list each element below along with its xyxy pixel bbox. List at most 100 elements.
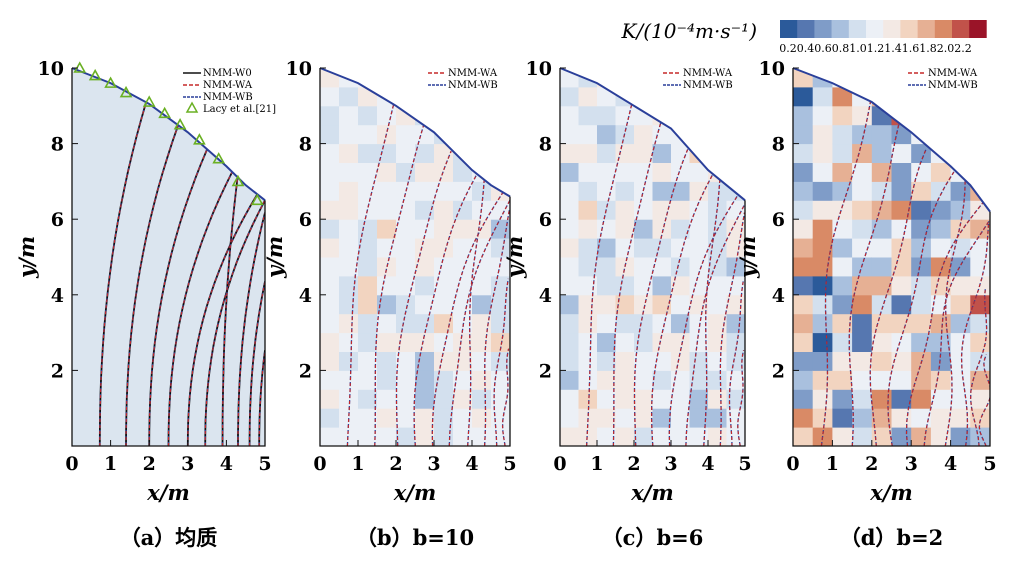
colorbar-swatch <box>866 20 884 38</box>
k-cell <box>911 257 932 277</box>
k-cell <box>891 105 912 126</box>
k-cell <box>434 238 454 258</box>
k-cell <box>634 257 653 277</box>
k-cell <box>472 257 492 277</box>
lacy-point-marker <box>173 118 187 130</box>
k-cell <box>358 427 378 446</box>
k-cell <box>812 219 833 239</box>
equipotential-wa <box>395 150 452 446</box>
k-cell <box>832 408 853 428</box>
k-cell <box>597 162 616 182</box>
k-cell <box>320 257 340 277</box>
k-cell <box>832 313 853 334</box>
k-cell <box>970 370 990 390</box>
k-cell <box>358 238 378 258</box>
k-cell <box>871 370 892 390</box>
colorbar-tick: 0.6 <box>814 42 832 55</box>
k-cell <box>671 370 690 390</box>
k-cell <box>415 294 435 315</box>
k-cell <box>320 162 340 182</box>
k-cell <box>560 124 579 145</box>
k-cell <box>615 427 635 446</box>
k-cell <box>578 238 598 258</box>
k-cell <box>597 370 616 390</box>
k-cell <box>891 275 912 296</box>
k-cell <box>930 257 952 277</box>
k-cell <box>453 238 473 258</box>
equipotential-wa <box>728 281 744 446</box>
k-cell <box>726 313 745 334</box>
k-cell <box>560 257 579 277</box>
k-cell <box>689 408 709 428</box>
axes-frame <box>792 68 991 447</box>
k-cell <box>560 143 579 163</box>
k-cell <box>396 68 416 88</box>
k-cell <box>339 105 359 126</box>
equipotential-wa <box>651 174 714 446</box>
k-cell <box>560 181 579 201</box>
colorbar-swatch <box>952 20 970 38</box>
k-cell <box>793 332 814 352</box>
k-cell <box>453 124 473 145</box>
k-cell <box>396 389 416 409</box>
k-cell <box>453 332 473 352</box>
colorbar: 0.2 0.4 0.6 0.8 1.0 1.2 1.4 1.6 1.8 2.0 2.2 <box>779 20 987 55</box>
k-cell <box>472 181 492 201</box>
k-cell <box>472 143 492 163</box>
k-cell <box>491 275 510 296</box>
x-tick-label: 0 <box>313 453 326 475</box>
k-cell <box>911 181 932 201</box>
k-cell <box>671 219 690 239</box>
k-cell <box>652 408 672 428</box>
k-cell <box>396 124 416 145</box>
k-cell <box>491 427 510 446</box>
legend-label: NMM-WB <box>683 80 733 91</box>
panel-caption: （d）b=2 <box>840 525 944 550</box>
k-cell <box>832 275 853 296</box>
equipotential-wb <box>585 103 633 446</box>
k-cell <box>708 370 727 390</box>
k-cell <box>832 162 853 182</box>
k-cell <box>832 105 853 126</box>
k-cell <box>652 238 672 258</box>
k-cell <box>377 181 397 201</box>
k-cell <box>491 105 510 126</box>
k-cell <box>970 332 990 352</box>
k-cell <box>434 351 454 371</box>
k-cell <box>689 275 709 296</box>
k-cell <box>812 389 833 409</box>
k-cell <box>377 143 397 163</box>
k-cell <box>472 294 492 315</box>
colorbar-swatch <box>780 20 798 38</box>
k-cell <box>930 105 952 126</box>
k-cell <box>671 143 690 163</box>
k-cell <box>339 427 359 446</box>
k-cell <box>634 200 653 220</box>
k-cell <box>615 332 635 352</box>
equipotential-wa <box>703 178 721 446</box>
k-cell <box>652 162 672 182</box>
k-cell <box>320 105 340 126</box>
k-cell <box>852 370 873 390</box>
k-cell <box>560 275 579 296</box>
k-cell <box>911 370 932 390</box>
k-cell <box>793 181 814 201</box>
k-cell <box>852 389 873 409</box>
x-tick-label: 1 <box>826 453 839 475</box>
k-cell <box>671 313 690 334</box>
k-cell <box>852 143 873 163</box>
k-cell <box>911 275 932 296</box>
colorbar-tick: 2.0 <box>937 42 955 55</box>
x-tick-label: 5 <box>983 453 996 475</box>
k-cell <box>578 219 598 239</box>
equipotential-wa <box>204 200 265 446</box>
k-cell <box>597 181 616 201</box>
k-cell <box>793 143 814 163</box>
k-cell <box>615 219 635 239</box>
k-cell <box>689 389 709 409</box>
x-tick-label: 3 <box>181 453 194 475</box>
k-cell <box>793 351 814 371</box>
k-cell <box>950 332 971 352</box>
x-tick-label: 3 <box>664 453 677 475</box>
k-cell <box>708 275 727 296</box>
